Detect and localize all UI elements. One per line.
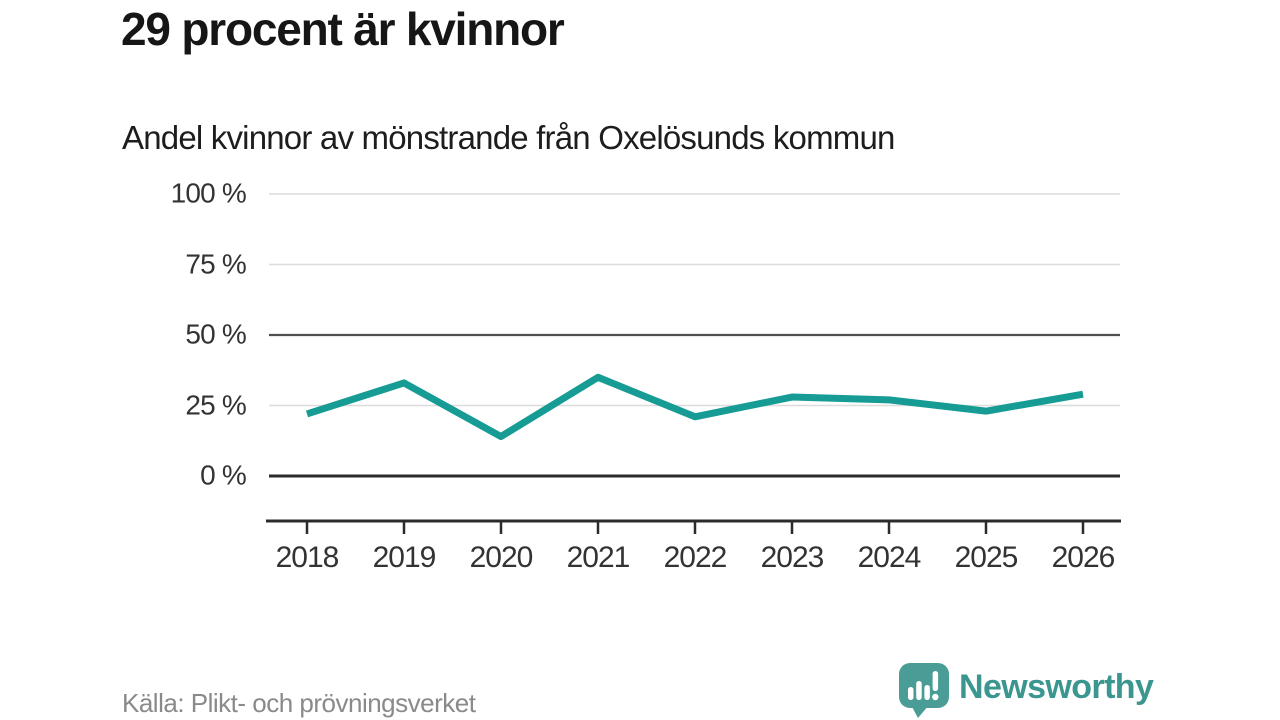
x-axis	[266, 519, 1121, 534]
y-tick-label: 75 %	[185, 247, 246, 279]
x-tick-label: 2022	[663, 541, 728, 574]
y-tick-label: 0 %	[200, 459, 247, 491]
newsworthy-logo-icon	[899, 663, 949, 718]
x-tick-label: 2025	[954, 541, 1019, 574]
gridlines	[269, 193, 1120, 478]
x-tick-label: 2024	[857, 541, 922, 574]
x-tick-label: 2020	[469, 541, 534, 574]
chart-subtitle: Andel kvinnor av mönstrande från Oxelösu…	[122, 119, 895, 156]
y-tick-label: 25 %	[185, 388, 246, 420]
y-tick-label: 50 %	[185, 318, 246, 350]
newsworthy-brand: Newsworthy	[898, 662, 1154, 718]
source-note: Källa: Plikt- och prövningsverket	[122, 688, 476, 718]
x-tick-label: 2026	[1051, 541, 1116, 574]
x-tick-label: 2021	[566, 541, 631, 574]
x-tick-label: 2023	[760, 541, 825, 574]
page-title: 29 procent är kvinnor	[121, 3, 565, 55]
x-tick-label: 2019	[372, 541, 437, 574]
data-series-line	[305, 373, 1084, 441]
newsworthy-brand-name: Newsworthy	[959, 667, 1154, 706]
y-tick-label: 100 %	[170, 177, 247, 209]
x-tick-label: 2018	[275, 541, 340, 574]
